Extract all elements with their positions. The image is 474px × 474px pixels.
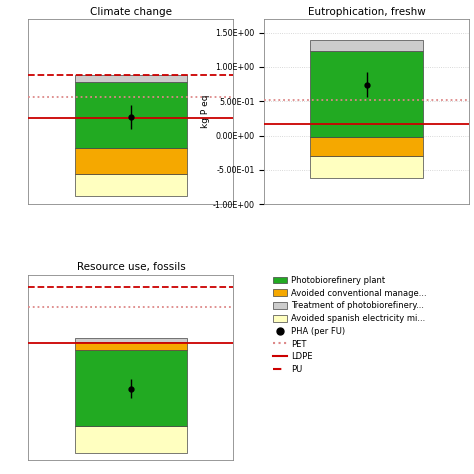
Bar bbox=[310, 39, 423, 51]
Y-axis label: kg P eq: kg P eq bbox=[201, 95, 210, 128]
Bar bbox=[74, 426, 187, 453]
Title: Eutrophication, freshw: Eutrophication, freshw bbox=[308, 7, 426, 17]
Bar bbox=[310, 156, 423, 178]
Bar bbox=[74, 148, 187, 174]
Bar bbox=[74, 174, 187, 196]
Title: Resource use, fossils: Resource use, fossils bbox=[77, 263, 185, 273]
Bar bbox=[74, 338, 187, 342]
Bar bbox=[74, 75, 187, 82]
Title: Climate change: Climate change bbox=[90, 7, 172, 17]
Bar bbox=[310, 51, 423, 137]
Bar bbox=[74, 82, 187, 148]
Bar bbox=[74, 350, 187, 426]
Bar bbox=[74, 342, 187, 350]
Bar bbox=[310, 137, 423, 156]
Legend: Photobiorefinery plant, Avoided conventional manage..., Treatment of photobioref: Photobiorefinery plant, Avoided conventi… bbox=[273, 275, 427, 375]
